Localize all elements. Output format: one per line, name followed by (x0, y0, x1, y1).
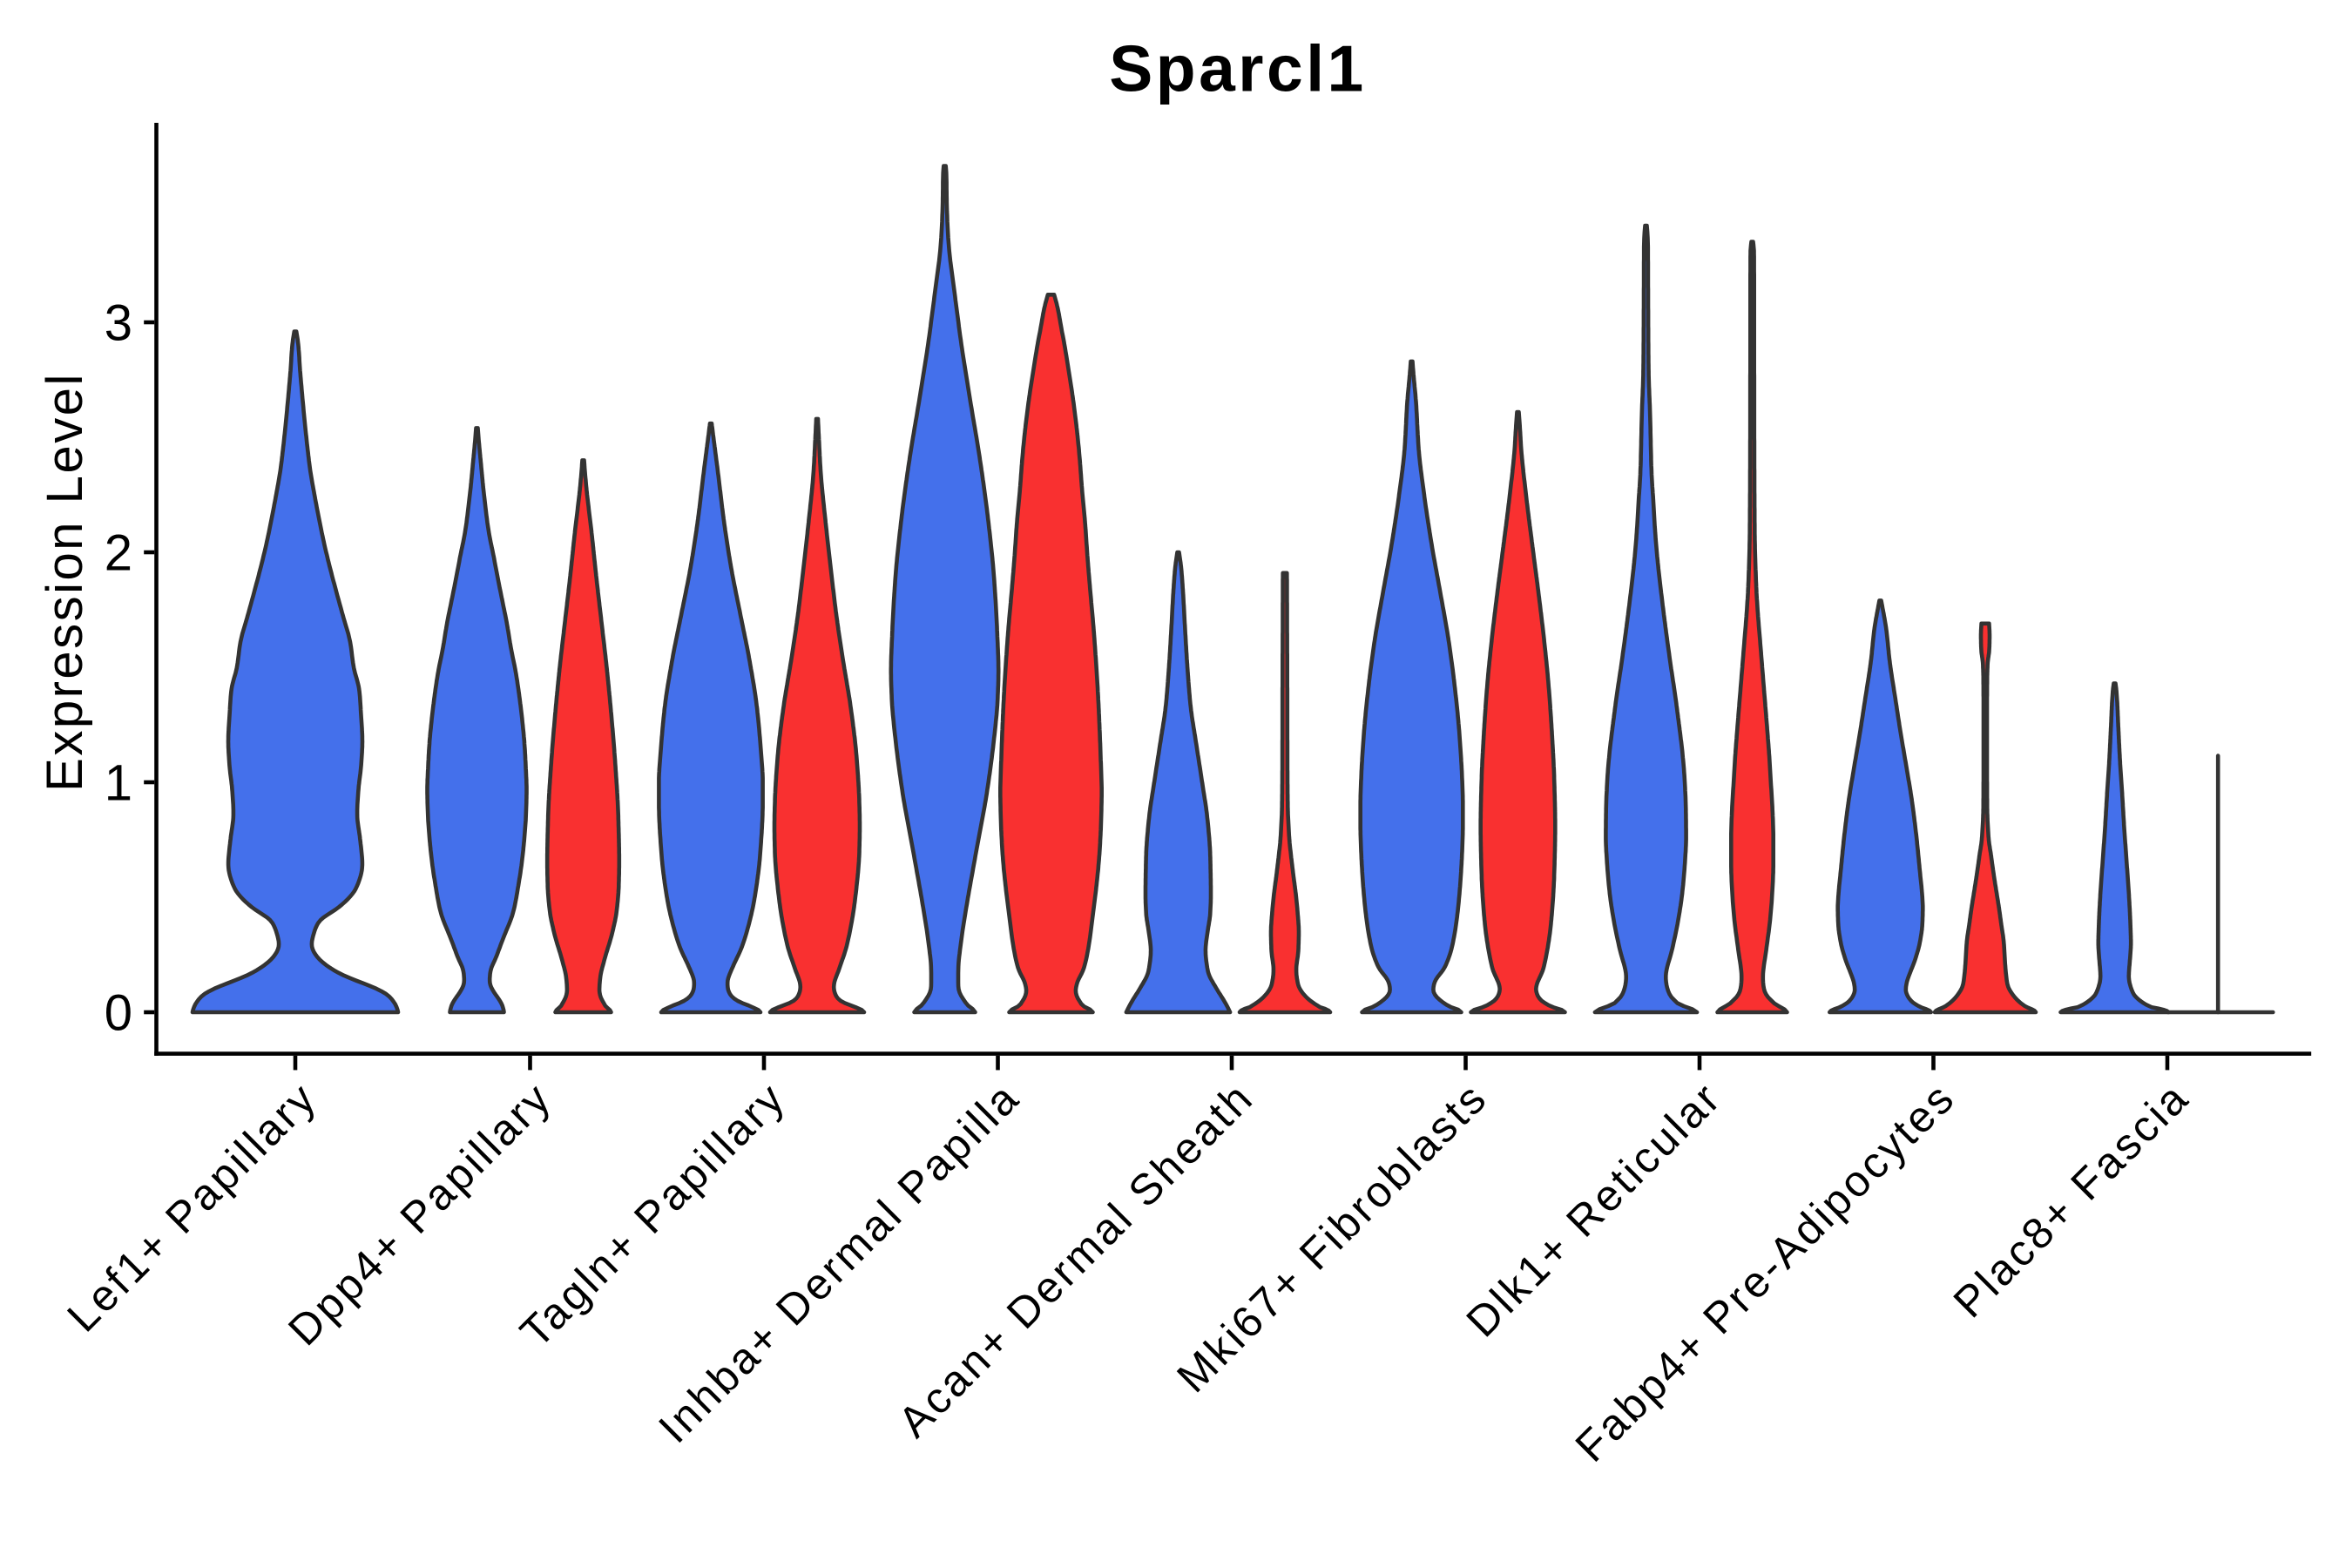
svg-text:1: 1 (105, 755, 132, 812)
svg-text:Sparcl1: Sparcl1 (1109, 32, 1367, 105)
svg-text:Expression Level: Expression Level (37, 372, 93, 792)
svg-text:0: 0 (105, 985, 132, 1042)
svg-text:3: 3 (105, 295, 132, 352)
svg-text:2: 2 (105, 525, 132, 582)
